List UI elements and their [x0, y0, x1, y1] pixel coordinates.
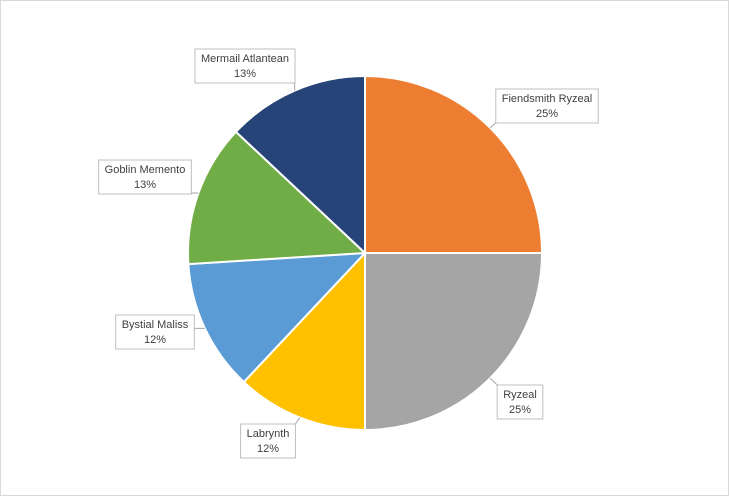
- label-name: Mermail Atlantean: [201, 53, 289, 65]
- data-label: Fiendsmith Ryzeal 25%: [495, 88, 599, 124]
- label-value: 13%: [234, 68, 256, 80]
- label-name: Fiendsmith Ryzeal: [502, 93, 592, 105]
- label-box: [495, 88, 599, 124]
- label-value: 13%: [134, 179, 156, 191]
- label-name: Bystial Maliss: [122, 319, 189, 331]
- label-name: Goblin Memento: [105, 164, 186, 176]
- pie-slice: [242, 250, 366, 432]
- pie-slice: [234, 74, 366, 256]
- slices: [187, 74, 544, 432]
- leader-line: [489, 122, 497, 129]
- data-label: Ryzeal 25%: [496, 384, 544, 420]
- label-name: Ryzeal: [503, 389, 537, 401]
- leader-line: [294, 417, 301, 425]
- data-label: Goblin Memento 13%: [98, 159, 192, 195]
- labels: Fiendsmith Ryzeal 25% Ryzeal 25% Labrynth 12%…: [98, 48, 599, 459]
- data-label: Mermail Atlantean 13%: [194, 48, 296, 84]
- label-box: [98, 159, 192, 195]
- label-value: 25%: [509, 404, 531, 416]
- data-label: Labrynth 12%: [240, 423, 296, 459]
- label-name: Labrynth: [247, 428, 290, 440]
- leader-line: [489, 377, 498, 386]
- label-value: 12%: [144, 334, 166, 346]
- label-box: [496, 384, 544, 420]
- data-label: Bystial Maliss 12%: [115, 314, 195, 350]
- pie-slice: [187, 251, 368, 384]
- label-value: 25%: [536, 108, 558, 120]
- label-box: [194, 48, 296, 84]
- label-value: 12%: [257, 443, 279, 455]
- label-box: [240, 423, 296, 459]
- label-box: [115, 314, 195, 350]
